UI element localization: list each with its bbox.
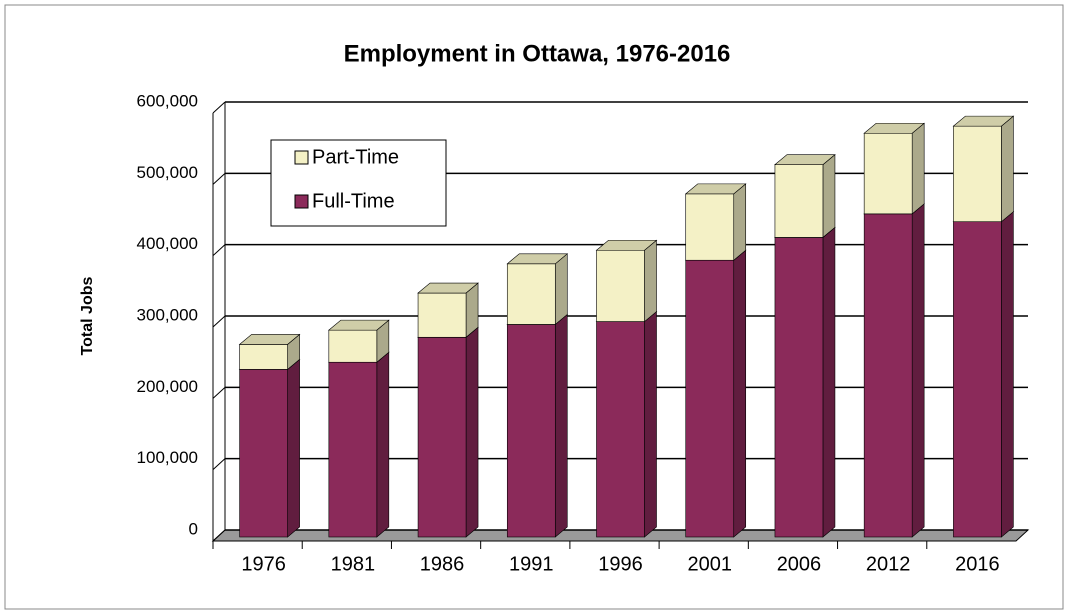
y-axis-label: Total Jobs [79,276,96,355]
bar-side [287,358,300,538]
bar-side [644,310,657,538]
bar-side [644,239,657,323]
bar-side [554,253,568,326]
bar [239,369,288,538]
bar [417,336,467,538]
bar [685,193,735,261]
bar [685,259,735,538]
bar-top [238,334,301,345]
bar [239,344,288,370]
bar [328,361,378,538]
bar-side [822,153,836,239]
y-tick-label: 100,000 [137,448,198,467]
bar [506,263,556,325]
x-tick-label: 1981 [331,553,376,575]
bar-top [328,319,390,331]
grid-diag [212,529,226,542]
grid-diag [212,458,226,471]
bar [506,324,556,538]
bar-top [595,239,658,251]
bar-top [684,183,747,195]
legend-label: Full-Time [312,190,395,212]
y-tick-label: 400,000 [137,234,198,253]
x-tick-label: 2006 [777,553,822,575]
legend-label: Part-Time [312,146,399,168]
bar [596,249,645,322]
bar-side [465,326,479,538]
bar [863,132,913,215]
bar-top [863,122,925,134]
bar-top [506,253,569,265]
y-tick-label: 500,000 [137,163,198,182]
y-tick-label: 300,000 [137,305,198,324]
x-tick-label: 1991 [509,553,554,575]
bar [328,329,378,363]
bar [953,125,1002,223]
bar-side [733,183,747,261]
x-tick-label: 2016 [955,553,1000,575]
y-tick-label: 0 [189,519,198,538]
bar [417,292,467,338]
bar-side [1001,115,1014,223]
bar-top [774,154,836,165]
y-tick-label: 600,000 [137,91,198,110]
bar [596,321,645,538]
bar [953,221,1002,538]
bar-top [417,282,479,294]
bar-side [911,203,925,538]
bar-side [554,313,568,538]
bar-side [822,226,836,538]
bar [774,237,824,538]
bar [863,213,913,538]
grid-diag [212,315,226,328]
x-tick-label: 2012 [866,553,911,575]
legend-swatch [294,194,309,209]
bar-side [1001,211,1014,538]
x-tick-label: 1986 [420,553,465,575]
grid-diag [212,244,226,257]
bar-side [376,351,390,538]
legend-swatch [294,150,309,165]
x-tick-label: 2001 [687,553,732,575]
bar-top [952,115,1015,127]
x-tick-label: 1996 [598,553,643,575]
x-tick-label: 1976 [241,553,286,575]
bar [774,164,824,238]
chart-title: Employment in Ottawa, 1976-2016 [344,40,731,67]
grid-diag [212,101,226,114]
bar-side [911,122,925,215]
bar-side [733,249,747,538]
grid-diag [212,172,226,185]
grid-diag [212,386,226,399]
y-tick-label: 200,000 [137,377,198,396]
